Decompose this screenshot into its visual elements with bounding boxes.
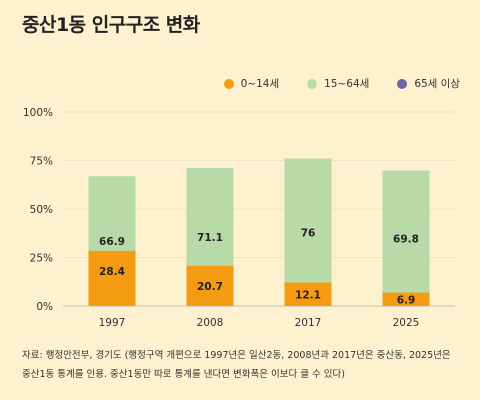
x-tick-label: 1997 <box>99 317 126 329</box>
legend-swatch-0-14 <box>223 78 234 89</box>
bar-segment <box>88 250 136 306</box>
source-note: 자료: 행정안전부, 경기도 (행정구역 개편으로 1997년은 일산2동, 2… <box>22 350 451 380</box>
stacked-bar-chart: 0%25%50%75%100%4.766.928.419978.371.120.… <box>23 107 455 329</box>
legend-item-65-plus: 65세 이상 <box>397 76 460 91</box>
data-label: 28.4 <box>99 266 125 278</box>
y-tick-label: 100% <box>23 107 53 119</box>
bar-segment <box>382 170 430 306</box>
x-tick-label: 2008 <box>197 317 224 329</box>
legend-label-65-plus: 65세 이상 <box>414 78 460 90</box>
x-tick-label: 2017 <box>295 317 322 329</box>
legend-label-15-64: 15~64세 <box>324 78 370 90</box>
legend-item-0-14: 0~14세 <box>223 76 280 91</box>
y-tick-label: 50% <box>30 204 53 216</box>
y-tick-label: 25% <box>30 253 53 265</box>
bar-segment <box>284 282 332 306</box>
data-label: 12.1 <box>295 289 321 301</box>
data-label: 69.8 <box>393 233 419 245</box>
y-tick-label: 75% <box>30 156 53 168</box>
x-tick-label: 2025 <box>393 317 420 329</box>
data-label: 20.7 <box>197 281 223 293</box>
data-label: 6.9 <box>397 294 416 306</box>
legend-swatch-15-64 <box>307 78 318 89</box>
data-label: 76 <box>301 227 316 239</box>
bar-segment <box>284 158 332 306</box>
legend-label-0-14: 0~14세 <box>240 78 280 90</box>
bar-segment <box>382 292 430 306</box>
data-label: 66.9 <box>99 236 125 248</box>
data-label: 71.1 <box>197 232 223 244</box>
chart-title: 중산1동 인구구조 변화 <box>22 14 200 36</box>
bar-segment <box>186 265 234 306</box>
y-tick-label: 0% <box>36 301 53 313</box>
legend-swatch-65-plus <box>397 78 408 89</box>
legend-item-15-64: 15~64세 <box>307 76 369 91</box>
legend: 0~14세 15~64세 65세 이상 <box>223 76 460 91</box>
